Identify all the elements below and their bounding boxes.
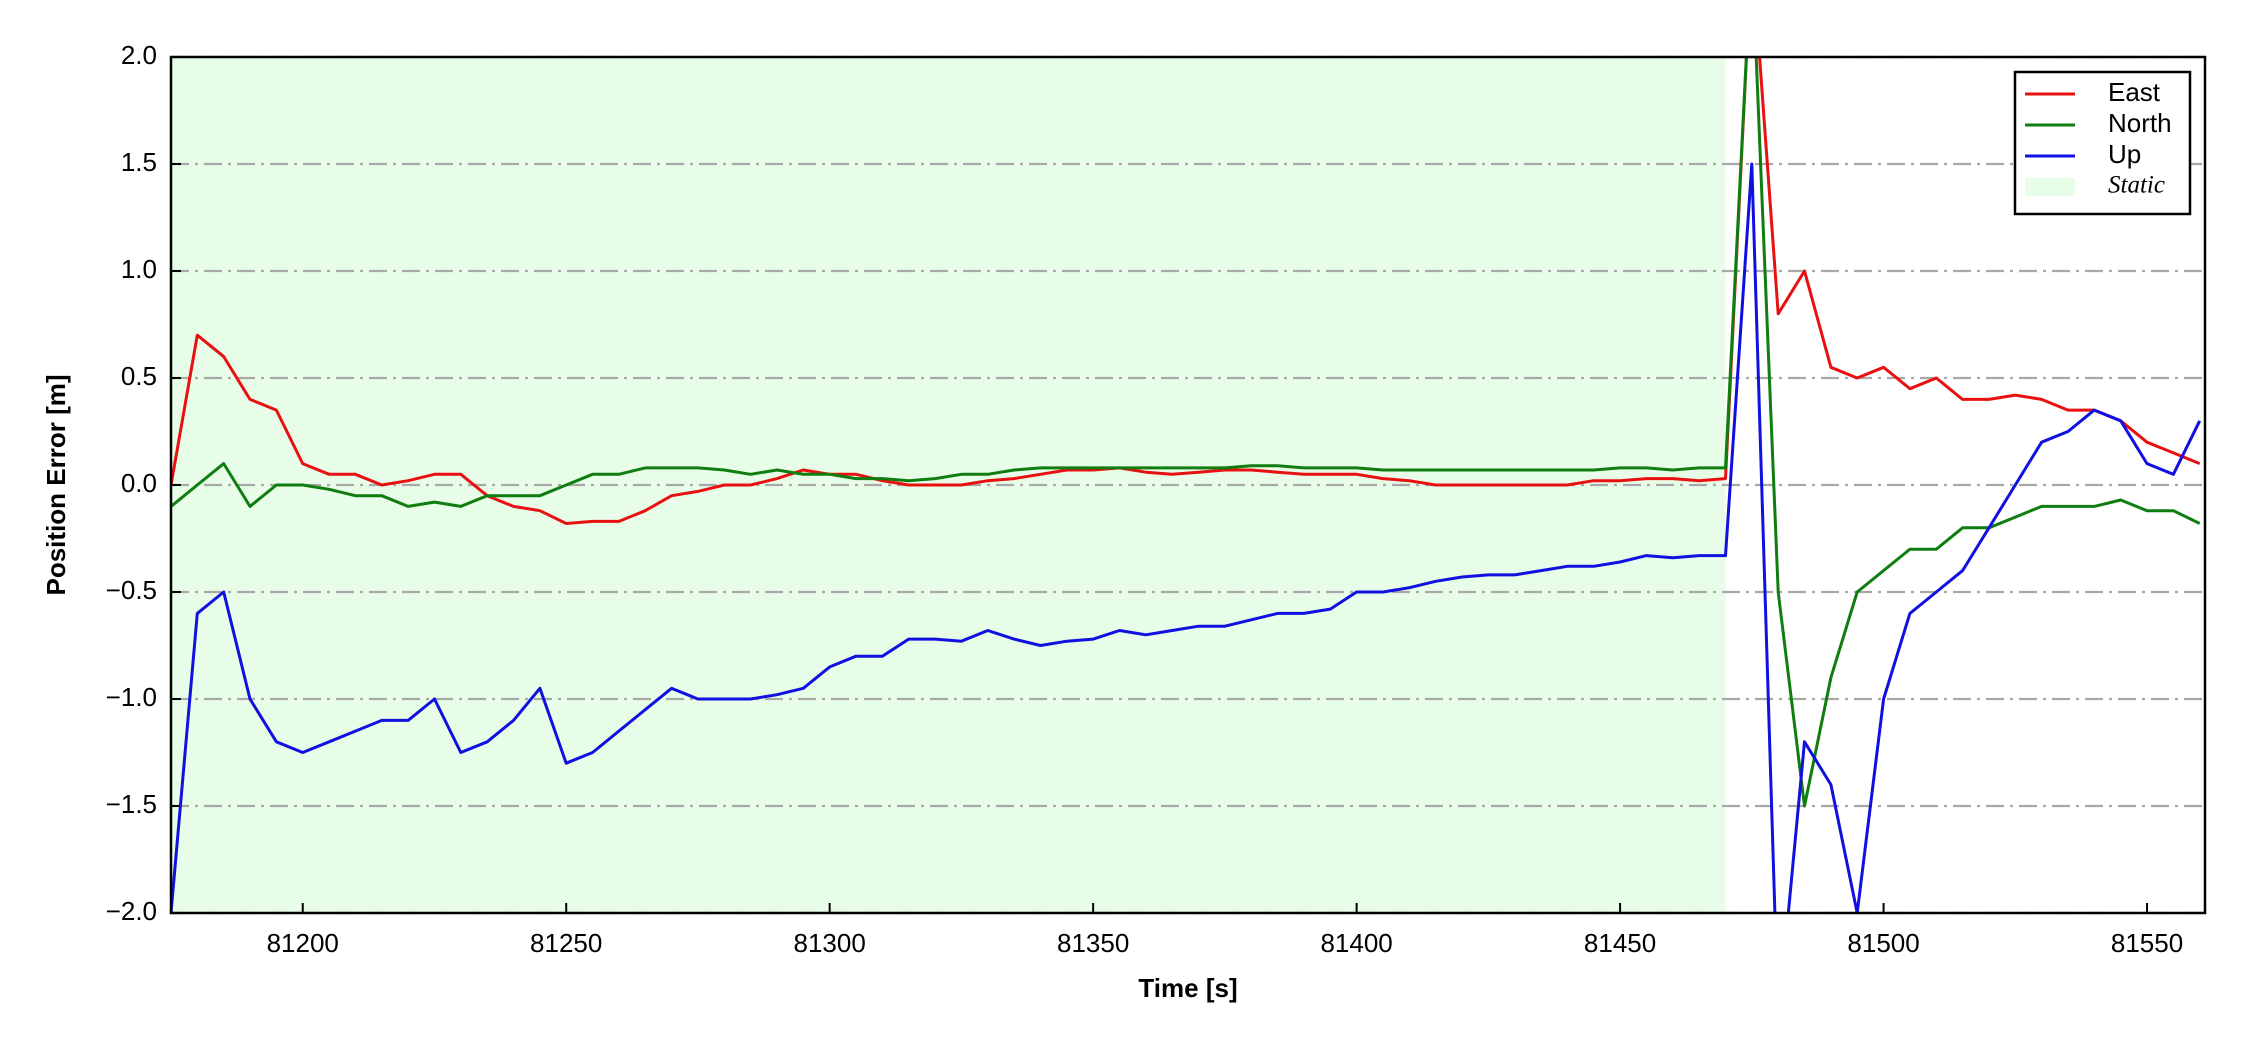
x-tick-label: 81250 [530,928,602,958]
x-tick-label: 81350 [1057,928,1129,958]
y-axis-label: Position Error [m] [41,374,71,595]
y-tick-label: −2.0 [106,896,157,926]
legend-label: North [2108,108,2172,138]
series-line [171,57,2201,808]
legend-label: Up [2108,139,2141,169]
x-tick-label: 81500 [1847,928,1919,958]
x-tick-label: 81400 [1320,928,1392,958]
series-line [171,162,2202,913]
y-tick-label: 1.0 [121,254,157,284]
x-tick-label: 81550 [2111,928,2183,958]
legend-label: East [2108,77,2161,107]
x-axis-label: Time [s] [1138,973,1237,1003]
series-line [171,57,2201,525]
y-tick-label: −1.0 [106,682,157,712]
y-tick-label: 1.5 [121,147,157,177]
x-tick-label: 81450 [1584,928,1656,958]
y-tick-label: −0.5 [106,575,157,605]
plot-frame [169,55,2207,915]
x-tick-label: 81200 [267,928,339,958]
x-tick-label: 81300 [794,928,866,958]
y-tick-label: 0.0 [121,468,157,498]
legend-box [2013,70,2192,216]
plot-lines [171,57,2202,913]
y-tick-label: 0.5 [121,361,157,391]
legend-label: Static [2108,172,2165,199]
y-tick-label: 2.0 [121,40,157,70]
legend-swatch [2025,178,2075,196]
y-tick-label: −1.5 [106,789,157,819]
